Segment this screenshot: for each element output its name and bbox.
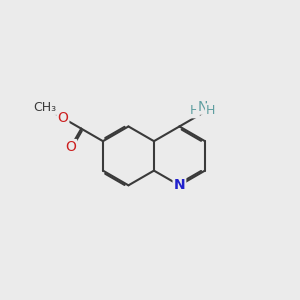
Text: CH₃: CH₃ [33, 101, 56, 114]
Text: N: N [197, 100, 208, 114]
Text: O: O [65, 140, 76, 154]
Text: H: H [190, 104, 199, 117]
Text: H: H [206, 104, 215, 117]
Text: O: O [58, 111, 68, 125]
Text: N: N [174, 178, 185, 192]
